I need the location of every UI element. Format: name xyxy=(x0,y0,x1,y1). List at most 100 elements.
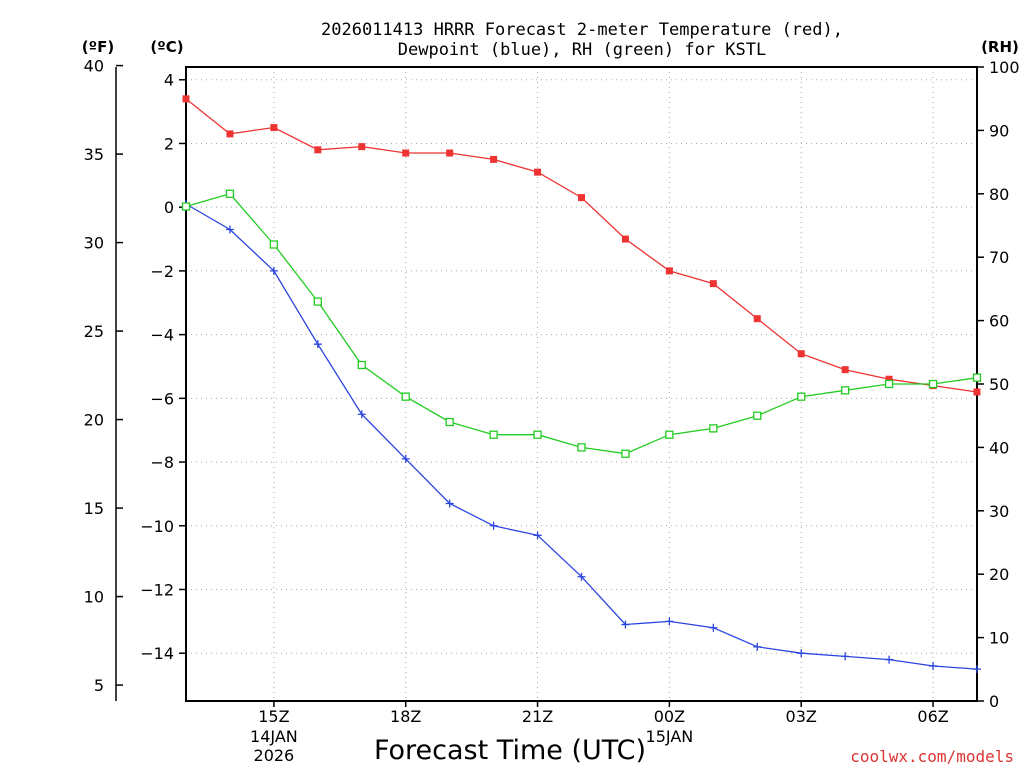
dewpoint-point xyxy=(489,521,498,530)
x-tick-label: 03Z xyxy=(786,707,817,726)
temperature-point xyxy=(841,366,849,374)
temperature-point xyxy=(182,95,190,103)
x-tick-label: 15Z xyxy=(258,707,289,726)
fahrenheit-tick-label: 20 xyxy=(84,411,104,430)
temperature-point xyxy=(358,143,366,151)
dewpoint-point xyxy=(929,661,938,670)
fahrenheit-tick-label: 10 xyxy=(84,588,104,607)
temperature-point xyxy=(314,146,322,154)
chart-title: 2026011413 HRRR Forecast 2-meter Tempera… xyxy=(321,20,843,60)
rh-tick-label: 10 xyxy=(989,629,1009,648)
temperature-point xyxy=(270,124,278,132)
celsius-tick-label: −8 xyxy=(150,453,174,472)
rh-unit-label: (RH) xyxy=(981,38,1019,56)
dewpoint-point xyxy=(445,499,454,508)
dewpoint-point xyxy=(357,410,366,419)
temperature-point xyxy=(490,155,498,163)
x-tick-label: 18Z xyxy=(390,707,421,726)
rh-tick-label: 70 xyxy=(989,248,1009,267)
temperature-point xyxy=(578,194,585,202)
fahrenheit-unit-label: (ºF) xyxy=(82,38,114,56)
rh-line xyxy=(185,193,978,455)
temperature-line xyxy=(185,98,978,393)
rh-tick-label: 60 xyxy=(989,312,1009,331)
rh-point xyxy=(709,424,718,433)
rh-point xyxy=(181,202,191,211)
rh-tick-label: 0 xyxy=(989,692,999,711)
x-tick-date-label: 15JAN xyxy=(646,727,694,746)
dewpoint-point xyxy=(401,454,410,463)
dewpoint-point xyxy=(665,617,674,626)
temperature-point xyxy=(534,168,542,176)
dewpoint-point xyxy=(841,652,850,661)
rh-point xyxy=(313,297,322,306)
celsius-tick-label: −2 xyxy=(150,262,174,281)
rh-point xyxy=(665,430,674,439)
rh-point xyxy=(884,379,894,389)
rh-point xyxy=(533,430,542,439)
temperature-point xyxy=(446,149,454,157)
x-tick-label: 21Z xyxy=(522,707,553,726)
celsius-tick-label: 4 xyxy=(164,71,174,90)
temperature-point xyxy=(226,130,234,138)
dewpoint-point xyxy=(621,620,630,629)
dewpoint-point xyxy=(797,649,806,658)
rh-point xyxy=(225,189,235,198)
grid-lines xyxy=(186,67,977,701)
rh-tick-label: 30 xyxy=(989,502,1009,521)
rh-tick-label: 90 xyxy=(989,121,1009,140)
dewpoint-point xyxy=(533,531,542,540)
dewpoint-point xyxy=(753,642,762,651)
plot-frame xyxy=(185,66,978,702)
temperature-point xyxy=(797,350,805,358)
temperature-point xyxy=(665,267,673,275)
rh-point xyxy=(621,449,630,458)
x-tick-label: 06Z xyxy=(917,707,948,726)
rh-tick-label: 80 xyxy=(989,185,1009,204)
temperature-point xyxy=(973,388,981,396)
rh-point xyxy=(357,360,366,370)
rh-point xyxy=(972,373,982,382)
rh-point xyxy=(577,443,586,452)
celsius-tick-label: −4 xyxy=(150,326,174,345)
temperature-point xyxy=(753,315,761,323)
temperature-point xyxy=(402,149,410,157)
rh-point xyxy=(489,430,498,439)
rh-point xyxy=(401,392,410,401)
rh-tick-label: 100 xyxy=(989,58,1020,77)
fahrenheit-tick-label: 15 xyxy=(84,499,104,518)
rh-point xyxy=(797,392,806,401)
x-axis-title: Forecast Time (UTC) xyxy=(374,735,646,766)
fahrenheit-tick-label: 40 xyxy=(84,57,104,76)
rh-point xyxy=(928,379,938,389)
rh-tick-label: 20 xyxy=(989,565,1009,584)
title-line-1: 2026011413 HRRR Forecast 2-meter Tempera… xyxy=(321,20,843,40)
temperature-point xyxy=(621,235,629,243)
dewpoint-point xyxy=(225,225,234,234)
dewpoint-point xyxy=(709,623,718,632)
rh-point xyxy=(445,417,454,427)
fahrenheit-tick-label: 25 xyxy=(84,322,104,341)
dewpoint-line xyxy=(185,203,978,670)
dewpoint-point xyxy=(577,572,586,581)
dewpoint-point xyxy=(885,655,894,664)
celsius-unit-label: (ºC) xyxy=(150,38,183,56)
temperature-point xyxy=(885,375,893,383)
temperature-point xyxy=(709,280,717,288)
celsius-tick-label: −10 xyxy=(140,517,174,536)
fahrenheit-tick-label: 35 xyxy=(84,145,104,164)
credit-text: coolwx.com/models xyxy=(850,747,1014,766)
data-series xyxy=(181,95,982,674)
celsius-tick-label: −14 xyxy=(140,644,174,663)
fahrenheit-tick-label: 5 xyxy=(94,676,104,695)
celsius-tick-label: −12 xyxy=(140,580,174,599)
title-line-2: Dewpoint (blue), RH (green) for KSTL xyxy=(398,40,766,60)
dewpoint-point xyxy=(313,340,322,349)
rh-point xyxy=(841,386,850,395)
rh-tick-label: 50 xyxy=(989,375,1009,394)
x-tick-date-label: 14JAN xyxy=(250,727,298,746)
x-tick-label: 00Z xyxy=(654,707,685,726)
fahrenheit-tick-label: 30 xyxy=(84,234,104,253)
celsius-tick-label: 2 xyxy=(164,134,174,153)
